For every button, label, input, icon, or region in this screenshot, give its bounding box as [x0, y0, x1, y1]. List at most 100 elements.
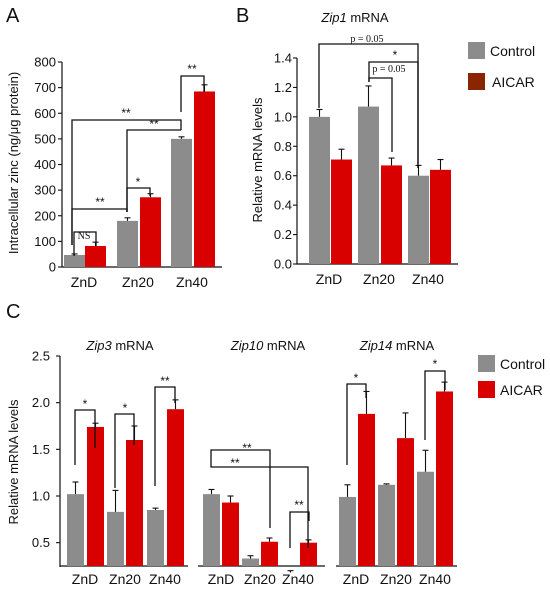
- panel-a-bar-control-0: [64, 254, 85, 267]
- panel-b-bar-control-0: [309, 116, 330, 264]
- zip10-bar-control-0: [203, 494, 220, 566]
- panel-b-bar-control-2: [408, 175, 429, 264]
- zip10-annotation-2: **: [294, 498, 304, 512]
- legend-bottom-control-label: Control: [500, 356, 545, 372]
- panel-c-ytick-label-0: 0.5: [32, 535, 50, 550]
- panel-b-ytick-label-3: 0.6: [274, 168, 292, 183]
- panel-c-ytick-label-3: 2.0: [32, 395, 50, 410]
- zip14-bar-aicar-1: [397, 438, 414, 566]
- zip14-annotation-1: *: [433, 357, 438, 371]
- legend-top-control-swatch: [468, 42, 485, 59]
- legend-bottom: Control AICAR: [478, 355, 545, 398]
- zip3-bar-aicar-2: [167, 409, 184, 566]
- panel-a-ytick-label-8: 800: [34, 55, 56, 70]
- zip10-xtick-label-1: Zn20: [244, 571, 276, 587]
- zip3-annotation-0: *: [83, 397, 88, 411]
- panel-c-ylabel: Relative mRNA levels: [6, 399, 21, 524]
- zip14-bar-control-1: [378, 484, 395, 566]
- panel-a-xtick-label-1: Zn20: [122, 274, 154, 290]
- zip3-xtick-label-0: ZnD: [72, 571, 98, 587]
- panel-a-annotation-0: NS: [78, 231, 91, 242]
- legend-bottom-control-swatch: [478, 355, 495, 372]
- panel-b-bar-aicar-1: [381, 165, 402, 264]
- panel-a-annotation-5: **: [149, 117, 159, 131]
- panel-b-bracket-2: [368, 77, 393, 152]
- zip10-bar-aicar-0: [222, 502, 239, 566]
- panel-b-xtick-label-0: ZnD: [316, 271, 342, 287]
- panel-a-bracket-0: [73, 231, 97, 256]
- panel-a-ylabel: Intracellular zinc (ng/μg protein): [6, 72, 21, 254]
- panel-a-ytick-label-1: 100: [34, 234, 56, 249]
- panel-b-bar-aicar-2: [430, 169, 451, 264]
- zip10-xtick-label-0: ZnD: [208, 571, 234, 587]
- zip14-bar-control-2: [417, 471, 434, 566]
- panel-letter-c: C: [6, 301, 20, 323]
- zip14-bracket-1: [424, 370, 446, 440]
- zip10-bracket-2: [289, 511, 310, 548]
- panel-b-ylabel: Relative mRNA levels: [250, 97, 265, 222]
- panel-b-bar-aicar-0: [331, 159, 352, 264]
- legend-top-aicar-label: AICAR: [492, 74, 535, 90]
- zip14-xtick-label-0: ZnD: [343, 571, 369, 587]
- panel-b-annotation-0: p = 0.05: [350, 34, 383, 45]
- legend-bottom-aicar-label: AICAR: [500, 382, 543, 398]
- panel-a-bracket-2: [180, 75, 205, 112]
- zip14-bar-aicar-0: [358, 413, 375, 566]
- zip10-bar-aicar-2: [300, 542, 317, 566]
- panel-a-bar-control-2: [171, 138, 192, 267]
- panel-b-xtick-label-2: Zn40: [412, 271, 444, 287]
- panel-a-bar-aicar-2: [194, 91, 215, 267]
- panel-b-ytick-label-2: 0.4: [274, 198, 292, 213]
- panel-b-annotation-2: p = 0.05: [372, 64, 405, 75]
- panel-c-ytick-label-4: 2.5: [32, 349, 50, 364]
- panel-a-ytick-label-7: 700: [34, 80, 56, 95]
- panel-a-xtick-label-0: ZnD: [71, 274, 97, 290]
- zip3-xtick-label-1: Zn20: [109, 571, 141, 587]
- zip10-annotation-1: **: [230, 456, 240, 470]
- zip14-bar-control-0: [339, 496, 356, 566]
- panel-a-ytick-label-4: 400: [34, 157, 56, 172]
- panel-b-ytick-label-5: 1.0: [274, 109, 292, 124]
- zip14-xtick-label-2: Zn40: [419, 571, 451, 587]
- zip3-xtick-label-2: Zn40: [149, 571, 181, 587]
- panel-a-xtick-label-2: Zn40: [176, 274, 208, 290]
- zip3-title: Zip3 mRNA: [85, 338, 154, 353]
- panel-a-ytick-label-2: 200: [34, 208, 56, 223]
- panel-a-annotation-1: *: [136, 175, 141, 189]
- panel-a-annotation-4: **: [121, 106, 131, 120]
- panel-b-ytick-label-0: 0.0: [274, 257, 292, 272]
- panel-a-bar-aicar-0: [85, 245, 106, 267]
- panel-b-ytick-label-7: 1.4: [274, 51, 292, 66]
- panel-a-ytick-label-3: 300: [34, 183, 56, 198]
- zip3-bar-control-1: [107, 511, 124, 566]
- zip10-bar-aicar-1: [261, 541, 278, 566]
- panel-a-annotation-3: **: [95, 195, 105, 209]
- zip10-bracket-1: [210, 460, 309, 548]
- panel-b-annotation-1: *: [393, 48, 398, 62]
- panel-a-ytick-label-6: 600: [34, 106, 56, 121]
- panel-a-ytick-label-5: 500: [34, 131, 56, 146]
- panel-a-bracket-5: [126, 129, 181, 212]
- panel-a-bracket-4: [71, 119, 182, 245]
- zip14-title: Zip14 mRNA: [359, 338, 435, 353]
- panel-c-ytick-label-1: 1.0: [32, 489, 50, 504]
- panel-b-bar-control-1: [358, 106, 379, 264]
- zip3-annotation-1: *: [123, 401, 128, 415]
- panel-b-title: Zip1 mRNA: [320, 10, 389, 25]
- zip14-xtick-label-1: Zn20: [380, 571, 412, 587]
- panel-a-ytick-label-0: 0: [49, 260, 56, 275]
- panel-c-ytick-label-2: 1.5: [32, 442, 50, 457]
- zip10-bracket-0: [210, 449, 271, 528]
- zip3-bracket-2: [154, 386, 176, 486]
- zip3-bar-control-2: [147, 510, 164, 566]
- zip14-annotation-0: *: [354, 371, 359, 385]
- panel-a-bar-control-1: [117, 220, 138, 267]
- zip14-bar-aicar-2: [436, 391, 453, 566]
- zip3-annotation-2: **: [160, 374, 170, 388]
- panel-b-xtick-label-1: Zn20: [363, 271, 395, 287]
- legend-top-aicar-swatch: [468, 73, 485, 90]
- zip10-title: Zip10 mRNA: [230, 338, 306, 353]
- panel-b-bracket-1: [368, 61, 419, 168]
